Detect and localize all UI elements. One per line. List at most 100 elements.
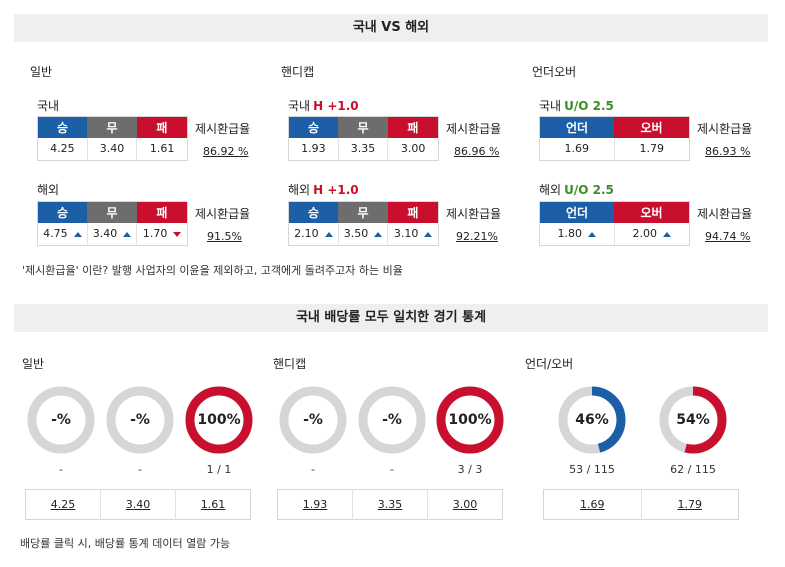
stat-count: 1 / 1 <box>206 463 232 476</box>
stats-general-title: 일반 <box>22 357 45 371</box>
donut-percent-label: -% <box>303 412 323 428</box>
draw-head: 무 <box>87 116 137 138</box>
donut-ring <box>27 386 95 454</box>
stat-count: - <box>311 463 315 476</box>
under-head: 언더 <box>539 201 614 223</box>
under-head: 언더 <box>539 116 614 138</box>
payout-rate-value: 86.93 % <box>705 145 751 158</box>
handicap-overseas-odds-table: 승 무 패 2.10 3.50 3.10 <box>288 201 439 246</box>
donut-arc <box>436 386 504 454</box>
arrow-up-icon <box>588 231 596 237</box>
donut-ring <box>279 386 347 454</box>
stat-donut: 54% <box>658 385 728 455</box>
odds-link[interactable]: 3.40 <box>100 489 176 520</box>
payout-rate-value: 92.21% <box>456 230 498 243</box>
home-win-head: 승 <box>37 201 88 223</box>
donut-ring <box>659 386 727 454</box>
away-win-head: 패 <box>387 116 439 138</box>
handicap-domestic-label: 국내 H +1.0 <box>288 99 359 113</box>
donut-ring <box>558 386 626 454</box>
handicap-domestic-odds-table: 승 무 패 1.93 3.35 3.00 <box>288 116 439 161</box>
odds-value: 2.00 <box>632 227 658 241</box>
general-overseas-label: 해외 <box>37 183 60 197</box>
underover-domestic-odds-table: 언더 오버 1.69 1.79 <box>539 116 690 161</box>
draw-head: 무 <box>338 116 388 138</box>
donut-percent-label: 100% <box>448 412 492 428</box>
home-win-head: 승 <box>288 116 339 138</box>
donut-percent-label: -% <box>382 412 402 428</box>
donut-percent-label: 100% <box>197 412 241 428</box>
handicap-overseas-label: 해외 H +1.0 <box>288 183 359 197</box>
odds-link[interactable]: 3.00 <box>452 498 478 511</box>
odds-value: 1.61 <box>149 142 175 156</box>
donut-arc <box>185 386 253 454</box>
odds-value: 3.40 <box>92 227 118 241</box>
donut-ring <box>106 386 174 454</box>
donut-percent-label: 54% <box>676 412 710 428</box>
payout-rate-label: 제시환급율 <box>697 207 753 221</box>
donut-arc <box>659 386 727 454</box>
odds-value: 4.75 <box>43 227 68 241</box>
stat-count: - <box>138 463 142 476</box>
payout-rate-label: 제시환급율 <box>446 122 502 136</box>
odds-value: 2.10 <box>294 227 319 241</box>
donut-ring <box>185 386 253 454</box>
draw-head: 무 <box>87 201 137 223</box>
donut-track <box>106 386 174 454</box>
stats-underover-odds-table: 1.69 1.79 <box>543 489 739 520</box>
odds-cell: 1.70 <box>137 223 188 246</box>
odds-link[interactable]: 1.93 <box>277 489 353 520</box>
odds-value: 3.00 <box>400 142 426 156</box>
away-win-head: 패 <box>136 201 188 223</box>
home-win-head: 승 <box>37 116 88 138</box>
odds-link[interactable]: 4.25 <box>25 489 101 520</box>
stat-donut: 100% <box>435 385 505 455</box>
odds-cell: 3.50 <box>338 222 389 246</box>
arrow-up-icon <box>663 231 671 237</box>
donut-track <box>279 386 347 454</box>
away-win-head: 패 <box>387 201 439 223</box>
payout-rate-label: 제시환급율 <box>697 122 753 136</box>
stat-count: 3 / 3 <box>457 463 483 476</box>
stat-donut: 46% <box>557 385 627 455</box>
stat-count: 62 / 115 <box>670 463 716 476</box>
donut-track <box>27 386 95 454</box>
odds-value: 3.40 <box>87 137 138 161</box>
odds-link[interactable]: 1.79 <box>677 498 703 511</box>
odds-cell: 3.40 <box>87 222 138 246</box>
payout-rate-value: 91.5% <box>207 230 242 243</box>
odds-link[interactable]: 1.69 <box>543 489 642 520</box>
donut-percent-label: 46% <box>575 412 609 428</box>
odds-cell: 2.00 <box>614 223 690 246</box>
stat-donut: -% <box>278 385 348 455</box>
general-title: 일반 <box>30 65 53 79</box>
odds-value: 1.79 <box>639 142 665 156</box>
over-head: 오버 <box>614 116 690 138</box>
payout-rate-label: 제시환급율 <box>195 207 251 221</box>
stat-donut: -% <box>26 385 96 455</box>
odds-value: 4.25 <box>37 137 88 161</box>
odds-value: 3.10 <box>393 227 419 241</box>
odds-link[interactable]: 1.61 <box>200 498 226 511</box>
donut-percent-label: -% <box>51 412 71 428</box>
donut-percent-label: -% <box>130 412 150 428</box>
underover-overseas-label: 해외 U/O 2.5 <box>539 183 614 197</box>
stat-count: 53 / 115 <box>569 463 615 476</box>
odds-link[interactable]: 3.35 <box>352 489 428 520</box>
over-head: 오버 <box>614 201 690 223</box>
underover-title: 언더오버 <box>532 65 577 79</box>
payout-rate-label: 제시환급율 <box>195 122 251 136</box>
payout-rate-value: 86.92 % <box>203 145 249 158</box>
arrow-up-icon <box>73 231 82 237</box>
payout-rate-value: 94.74 % <box>705 230 751 243</box>
odds-cell: 3.10 <box>388 223 439 246</box>
stat-donut: -% <box>357 385 427 455</box>
section-header-domestic-vs-overseas: 국내 VS 해외 <box>14 14 768 42</box>
donut-track <box>358 386 426 454</box>
stats-handicap-title: 핸디캡 <box>273 357 307 371</box>
odds-cell: 2.10 <box>288 222 339 246</box>
odds-cell: 1.80 <box>539 222 615 246</box>
arrow-down-icon <box>173 231 182 237</box>
stats-underover-title: 언더/오버 <box>525 357 574 371</box>
arrow-up-icon <box>324 231 333 237</box>
